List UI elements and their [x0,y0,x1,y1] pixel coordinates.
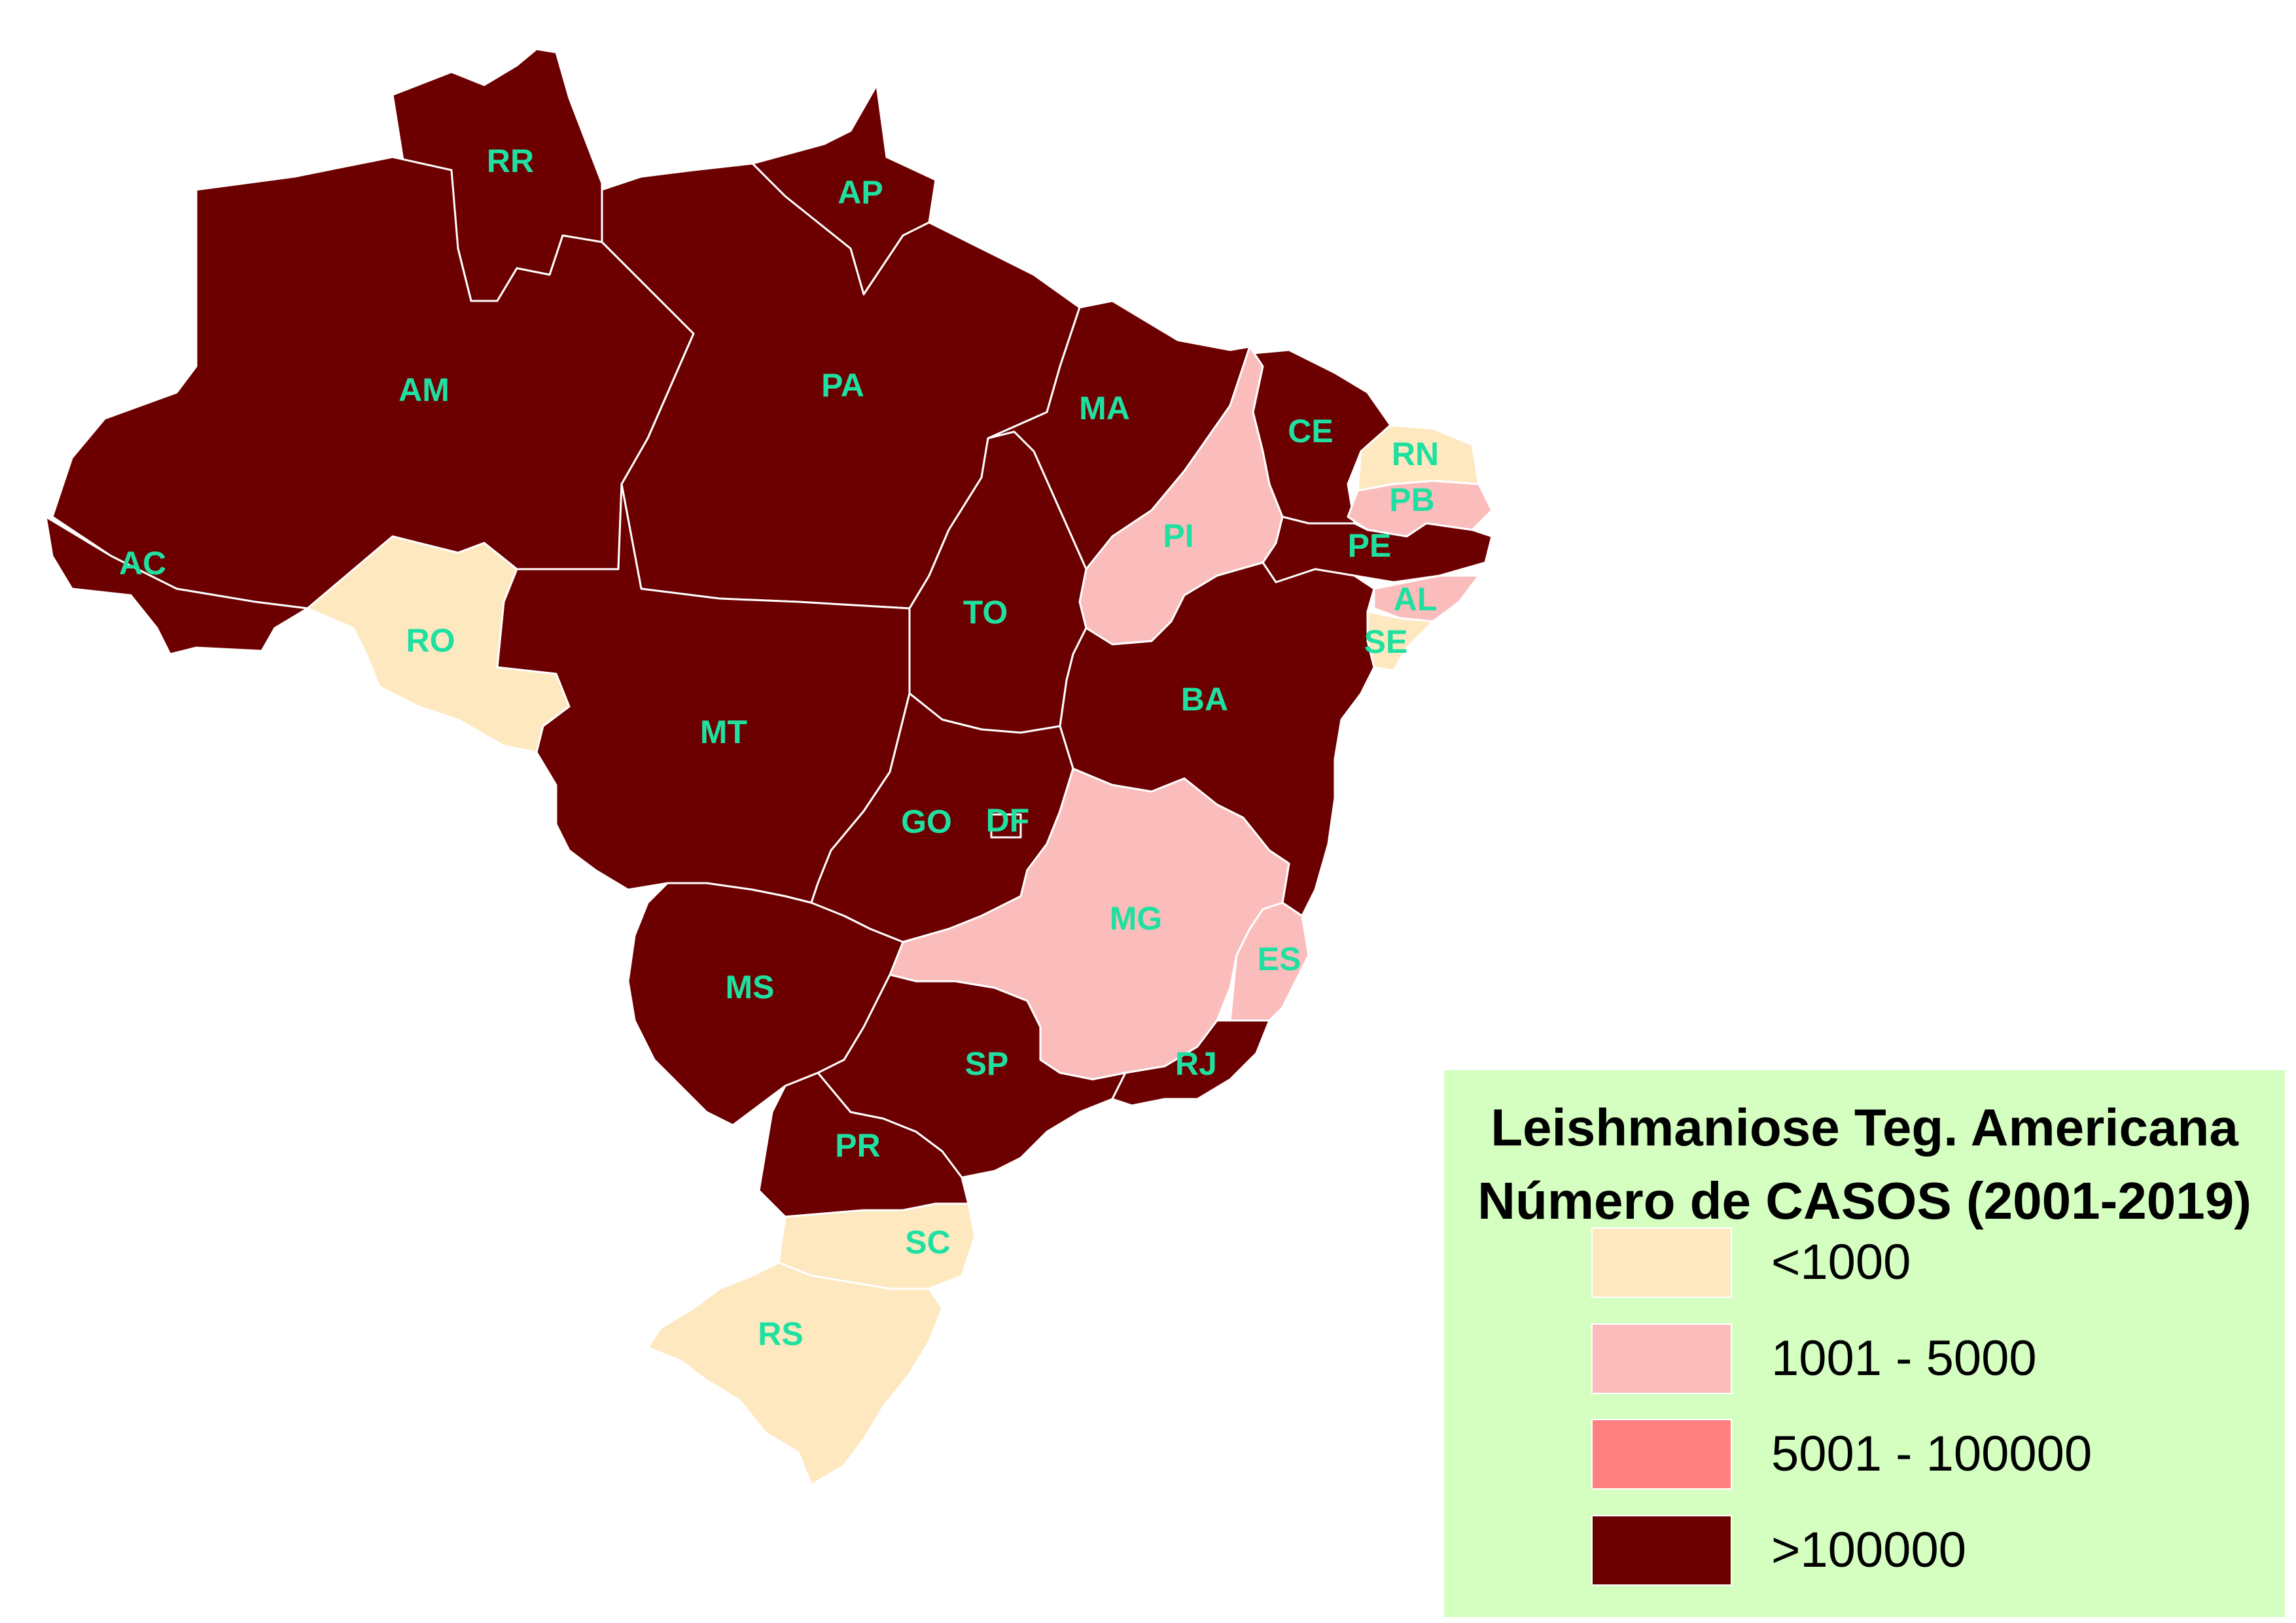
state-rs [646,1261,944,1486]
state-es [1229,901,1310,1022]
label-go: GO [901,803,952,840]
label-pa: PA [821,367,864,404]
legend-swatch-5001-100000 [1591,1419,1732,1490]
label-es: ES [1258,941,1301,977]
label-pi: PI [1163,517,1193,554]
state-rj [1111,1019,1271,1107]
legend-swatch-1001-5000 [1591,1323,1732,1394]
label-to: TO [963,594,1008,631]
label-rn: RN [1392,436,1439,472]
label-df: DF [986,802,1030,839]
label-rj: RJ [1175,1045,1217,1082]
legend-label-1001-5000: 1001 - 5000 [1771,1331,2037,1386]
state-ac [44,515,309,655]
label-ac: AC [119,545,166,582]
label-am: AM [398,372,450,408]
label-pe: PE [1348,527,1392,564]
legend-item-5001-100000: 5001 - 100000 [1591,1419,2246,1491]
label-al: AL [1394,581,1438,618]
legend-title: Leishmaniose Teg. Americana Número de CA… [1444,1091,2285,1238]
legend-title-line2: Número de CASOS (2001-2019) [1477,1172,2252,1230]
label-pr: PR [835,1127,880,1164]
legend-item-1001-5000: 1001 - 5000 [1591,1323,2246,1395]
label-rr: RR [487,143,534,179]
label-pb: PB [1389,481,1434,518]
legend: Leishmaniose Teg. Americana Número de CA… [1444,1070,2285,1617]
label-se: SE [1364,623,1408,660]
state-df [990,813,1022,839]
label-sc: SC [905,1224,950,1261]
legend-label-5001-100000: 5001 - 100000 [1771,1426,2093,1482]
legend-label-lt1000: <1000 [1771,1234,1911,1290]
legend-item-gt100000: >100000 [1591,1515,2246,1587]
legend-label-gt100000: >100000 [1771,1522,1966,1578]
legend-item-lt1000: <1000 [1591,1227,2246,1299]
label-rs: RS [758,1316,803,1352]
legend-swatch-gt100000 [1591,1515,1732,1586]
legend-title-line1: Leishmaniose Teg. Americana [1491,1098,2238,1157]
label-ro: RO [406,622,455,659]
label-mt: MT [700,714,747,750]
label-ma: MA [1079,390,1130,427]
label-ms: MS [726,969,775,1005]
legend-swatch-lt1000 [1591,1227,1732,1298]
state-al [1373,574,1480,623]
label-ce: CE [1288,413,1333,449]
label-sp: SP [965,1045,1009,1082]
label-ba: BA [1181,681,1228,718]
label-mg: MG [1110,900,1163,937]
label-ap: AP [838,174,883,211]
